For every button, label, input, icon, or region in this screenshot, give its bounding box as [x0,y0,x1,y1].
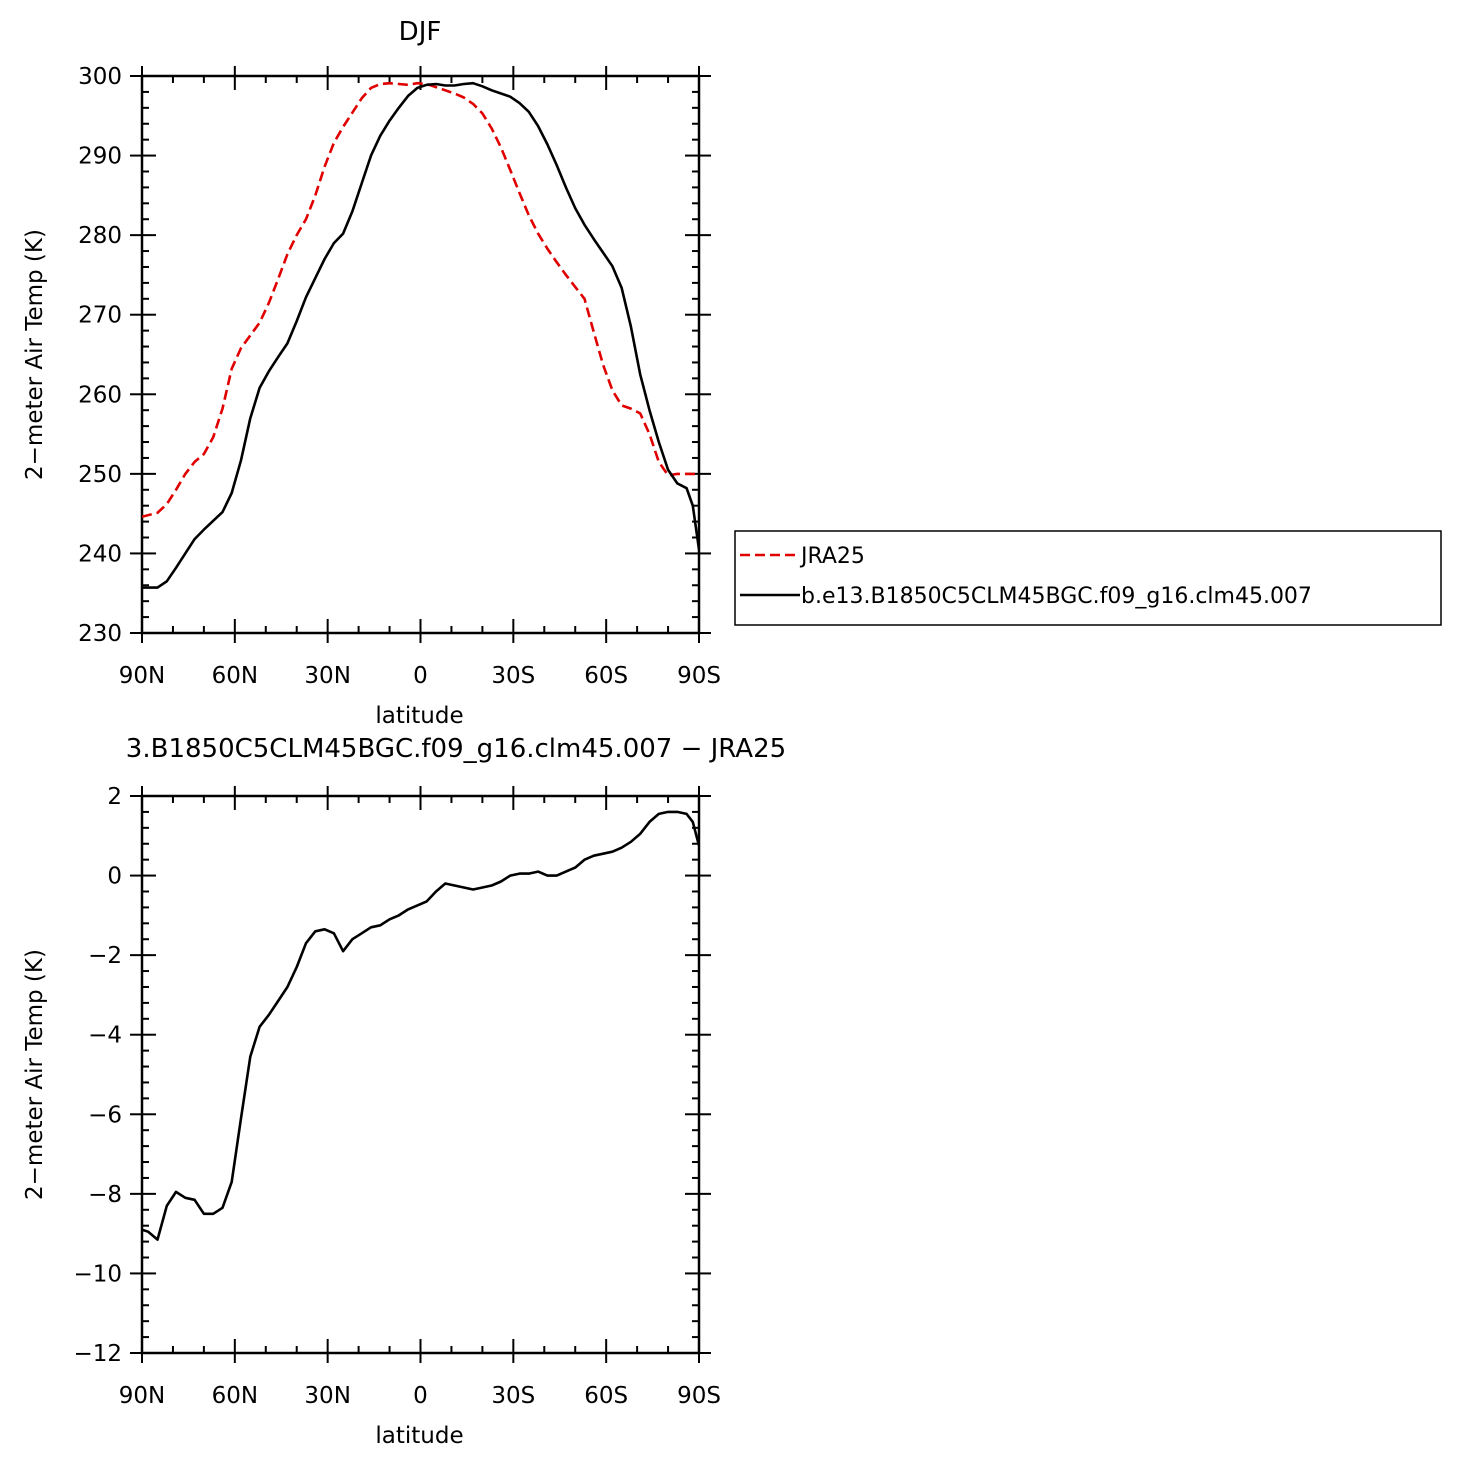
x-tick-label: 30N [304,663,350,689]
y-tick-label: −4 [88,1023,122,1049]
x-tick-label: 0 [413,1383,428,1409]
x-tick-label: 30S [491,1383,535,1409]
x-tick-label: 30N [304,1383,350,1409]
x-tick-label: 60N [212,663,258,689]
y-tick-label: −2 [88,943,122,969]
y-tick-label: −8 [88,1182,122,1208]
series-line-model [142,81,699,589]
y-tick-label: 0 [107,864,122,890]
top-chart-panel: DJF 90N 60N 30N 0 30S 60S 90S 300 290 280 270 260 250… [22,17,721,729]
x-tick-label: 90S [677,663,721,689]
plot-frame [140,74,701,635]
y-tick-label: 230 [78,621,122,647]
legend-box [734,530,1442,626]
plot-frame [140,794,701,1355]
y-tick-label: 270 [78,303,122,329]
y-tick-label: −12 [73,1341,122,1367]
y-tick-label: 2 [107,784,122,810]
x-tick-label: 0 [413,663,428,689]
y-tick-label: 300 [78,64,122,90]
chart-title: DJF [399,17,442,47]
series-line-jra25 [142,81,699,519]
y-tick-label: −6 [88,1102,122,1128]
y-axis-label: 2−meter Air Temp (K) [22,229,48,480]
x-tick-label: 90N [119,1383,165,1409]
x-axis-label: latitude [375,1423,463,1449]
legend-label: b.e13.B1850C5CLM45BGC.f09_g16.clm45.007 [801,584,1312,609]
y-tick-label: 260 [78,382,122,408]
x-tick-label: 60N [212,1383,258,1409]
chart-title: 3.B1850C5CLM45BGC.f09_g16.clm45.007 − JR… [126,734,786,764]
y-tick-label: 240 [78,541,122,567]
y-tick-label: 290 [78,144,122,170]
legend: JRA25 b.e13.B1850C5CLM45BGC.f09_g16.clm45… [734,530,1442,626]
legend-label: JRA25 [799,544,865,569]
x-tick-label: 60S [584,663,628,689]
x-tick-label: 30S [491,663,535,689]
x-tick-label: 60S [584,1383,628,1409]
y-axis-label: 2−meter Air Temp (K) [22,949,48,1200]
y-tick-label: 280 [78,223,122,249]
x-axis-label: latitude [375,703,463,729]
x-tick-label: 90S [677,1383,721,1409]
y-tick-label: −10 [73,1261,122,1287]
y-tick-label: 250 [78,462,122,488]
bottom-chart-panel: 3.B1850C5CLM45BGC.f09_g16.clm45.007 − JR… [22,734,786,1449]
x-tick-label: 90N [119,663,165,689]
series-line-model [142,810,699,1241]
